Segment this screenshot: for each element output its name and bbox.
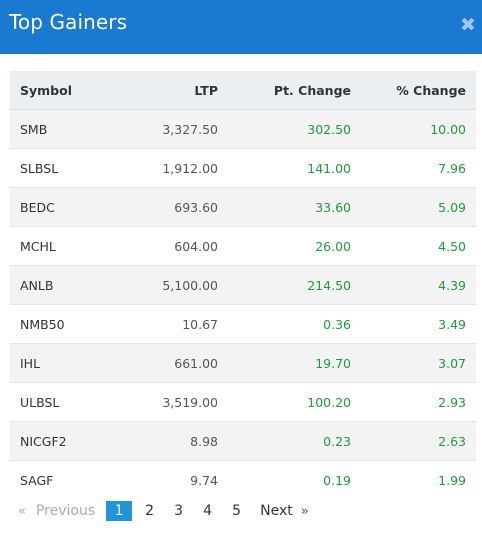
pt-change-cell: 19.70 (315, 355, 351, 371)
column-header-symbol[interactable]: Symbol (10, 71, 130, 110)
pct-change-cell: 3.49 (438, 316, 466, 332)
dialog-header: Top Gainers ✖ (0, 0, 482, 54)
pct-change-cell: 10.00 (430, 121, 466, 137)
table-row[interactable]: NICGF2 8.98 0.23 2.63 (10, 421, 476, 461)
table-row[interactable]: BEDC 693.60 33.60 5.09 (10, 187, 476, 227)
ltp-cell: 661.00 (174, 355, 218, 371)
table-row[interactable]: ULBSL 3,519.00 100.20 2.93 (10, 382, 476, 422)
pt-change-cell: 302.50 (307, 121, 351, 137)
table-row[interactable]: SLBSL 1,912.00 141.00 7.96 (10, 148, 476, 188)
symbol-cell: SAGF (20, 472, 54, 488)
pct-change-cell: 4.39 (438, 277, 466, 293)
symbol-cell: NMB50 (20, 316, 65, 332)
symbol-cell: MCHL (20, 238, 56, 254)
pct-change-cell: 5.09 (438, 199, 466, 215)
pct-change-cell: 7.96 (438, 160, 466, 176)
column-header-pt-change[interactable]: Pt. Change (218, 71, 351, 110)
pt-change-cell: 214.50 (307, 277, 351, 293)
top-gainers-table: Symbol LTP Pt. Change % Change SMB 3,327.… (10, 71, 476, 499)
next-page-link[interactable]: Next (260, 503, 293, 519)
pt-change-cell: 33.60 (315, 199, 351, 215)
table-row[interactable]: SAGF 9.74 0.19 1.99 (10, 460, 476, 499)
dialog-title: Top Gainers (9, 10, 128, 34)
ltp-cell: 3,327.50 (162, 121, 218, 137)
page-link-1[interactable]: 1 (106, 501, 133, 521)
ltp-cell: 5,100.00 (162, 277, 218, 293)
next-arrow-icon[interactable]: » (300, 503, 309, 519)
table-row[interactable]: NMB50 10.67 0.36 3.49 (10, 304, 476, 344)
ltp-cell: 8.98 (190, 433, 218, 449)
ltp-cell: 3,519.00 (162, 394, 218, 410)
page-link-2[interactable]: 2 (145, 503, 155, 519)
table-row[interactable]: ANLB 5,100.00 214.50 4.39 (10, 265, 476, 305)
pt-change-cell: 0.23 (323, 433, 351, 449)
symbol-cell: IHL (20, 355, 41, 371)
previous-arrow-icon[interactable]: « (18, 503, 26, 519)
symbol-cell: SMB (20, 121, 48, 137)
ltp-cell: 1,912.00 (162, 160, 218, 176)
pt-change-cell: 0.36 (323, 316, 351, 332)
page-link-5[interactable]: 5 (232, 503, 242, 519)
pt-change-cell: 141.00 (307, 160, 351, 176)
ltp-cell: 693.60 (174, 199, 218, 215)
pct-change-cell: 3.07 (438, 355, 466, 371)
pct-change-cell: 1.99 (438, 472, 466, 488)
page-link-3[interactable]: 3 (174, 503, 184, 519)
symbol-cell: ULBSL (20, 394, 60, 410)
previous-page-link[interactable]: Previous (35, 503, 96, 519)
page-link-4[interactable]: 4 (203, 503, 213, 519)
symbol-cell: ANLB (20, 277, 54, 293)
table-row[interactable]: IHL 661.00 19.70 3.07 (10, 343, 476, 383)
table-header-row: Symbol LTP Pt. Change % Change (10, 71, 476, 110)
ltp-cell: 10.67 (182, 316, 218, 332)
pt-change-cell: 0.19 (323, 472, 351, 488)
table-row[interactable]: SMB 3,327.50 302.50 10.00 (10, 109, 476, 149)
pct-change-cell: 2.63 (438, 433, 466, 449)
pt-change-cell: 100.20 (307, 394, 351, 410)
table-row[interactable]: MCHL 604.00 26.00 4.50 (10, 226, 476, 266)
column-header-ltp[interactable]: LTP (130, 71, 218, 110)
symbol-cell: BEDC (20, 199, 55, 215)
pct-change-cell: 4.50 (438, 238, 466, 254)
symbol-cell: SLBSL (20, 160, 59, 176)
ltp-cell: 9.74 (190, 472, 218, 488)
pagination: « Previous 1 2 3 4 5 Next » (18, 500, 309, 522)
symbol-cell: NICGF2 (20, 433, 67, 449)
ltp-cell: 604.00 (174, 238, 218, 254)
pct-change-cell: 2.93 (438, 394, 466, 410)
close-icon[interactable]: ✖ (460, 14, 476, 36)
column-header-pct-change[interactable]: % Change (351, 71, 476, 110)
pt-change-cell: 26.00 (315, 238, 351, 254)
